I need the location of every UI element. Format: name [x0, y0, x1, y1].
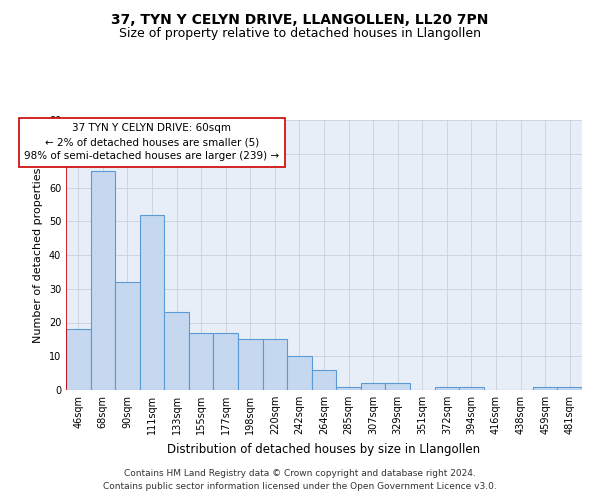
Text: Contains HM Land Registry data © Crown copyright and database right 2024.: Contains HM Land Registry data © Crown c…: [124, 468, 476, 477]
Y-axis label: Number of detached properties: Number of detached properties: [33, 168, 43, 342]
Bar: [66, 329, 91, 390]
Bar: [115, 282, 140, 390]
Bar: [287, 356, 312, 390]
Bar: [91, 170, 115, 390]
Text: 37, TYN Y CELYN DRIVE, LLANGOLLEN, LL20 7PN: 37, TYN Y CELYN DRIVE, LLANGOLLEN, LL20 …: [112, 12, 488, 26]
Bar: [336, 386, 361, 390]
Bar: [140, 214, 164, 390]
Bar: [533, 386, 557, 390]
Bar: [361, 383, 385, 390]
Bar: [214, 332, 238, 390]
Bar: [238, 340, 263, 390]
Bar: [263, 340, 287, 390]
Bar: [557, 386, 582, 390]
X-axis label: Distribution of detached houses by size in Llangollen: Distribution of detached houses by size …: [167, 442, 481, 456]
Bar: [312, 370, 336, 390]
Bar: [189, 332, 214, 390]
Bar: [459, 386, 484, 390]
Bar: [434, 386, 459, 390]
Bar: [164, 312, 189, 390]
Text: 37 TYN Y CELYN DRIVE: 60sqm
← 2% of detached houses are smaller (5)
98% of semi-: 37 TYN Y CELYN DRIVE: 60sqm ← 2% of deta…: [25, 124, 280, 162]
Text: Contains public sector information licensed under the Open Government Licence v3: Contains public sector information licen…: [103, 482, 497, 491]
Bar: [385, 383, 410, 390]
Text: Size of property relative to detached houses in Llangollen: Size of property relative to detached ho…: [119, 28, 481, 40]
